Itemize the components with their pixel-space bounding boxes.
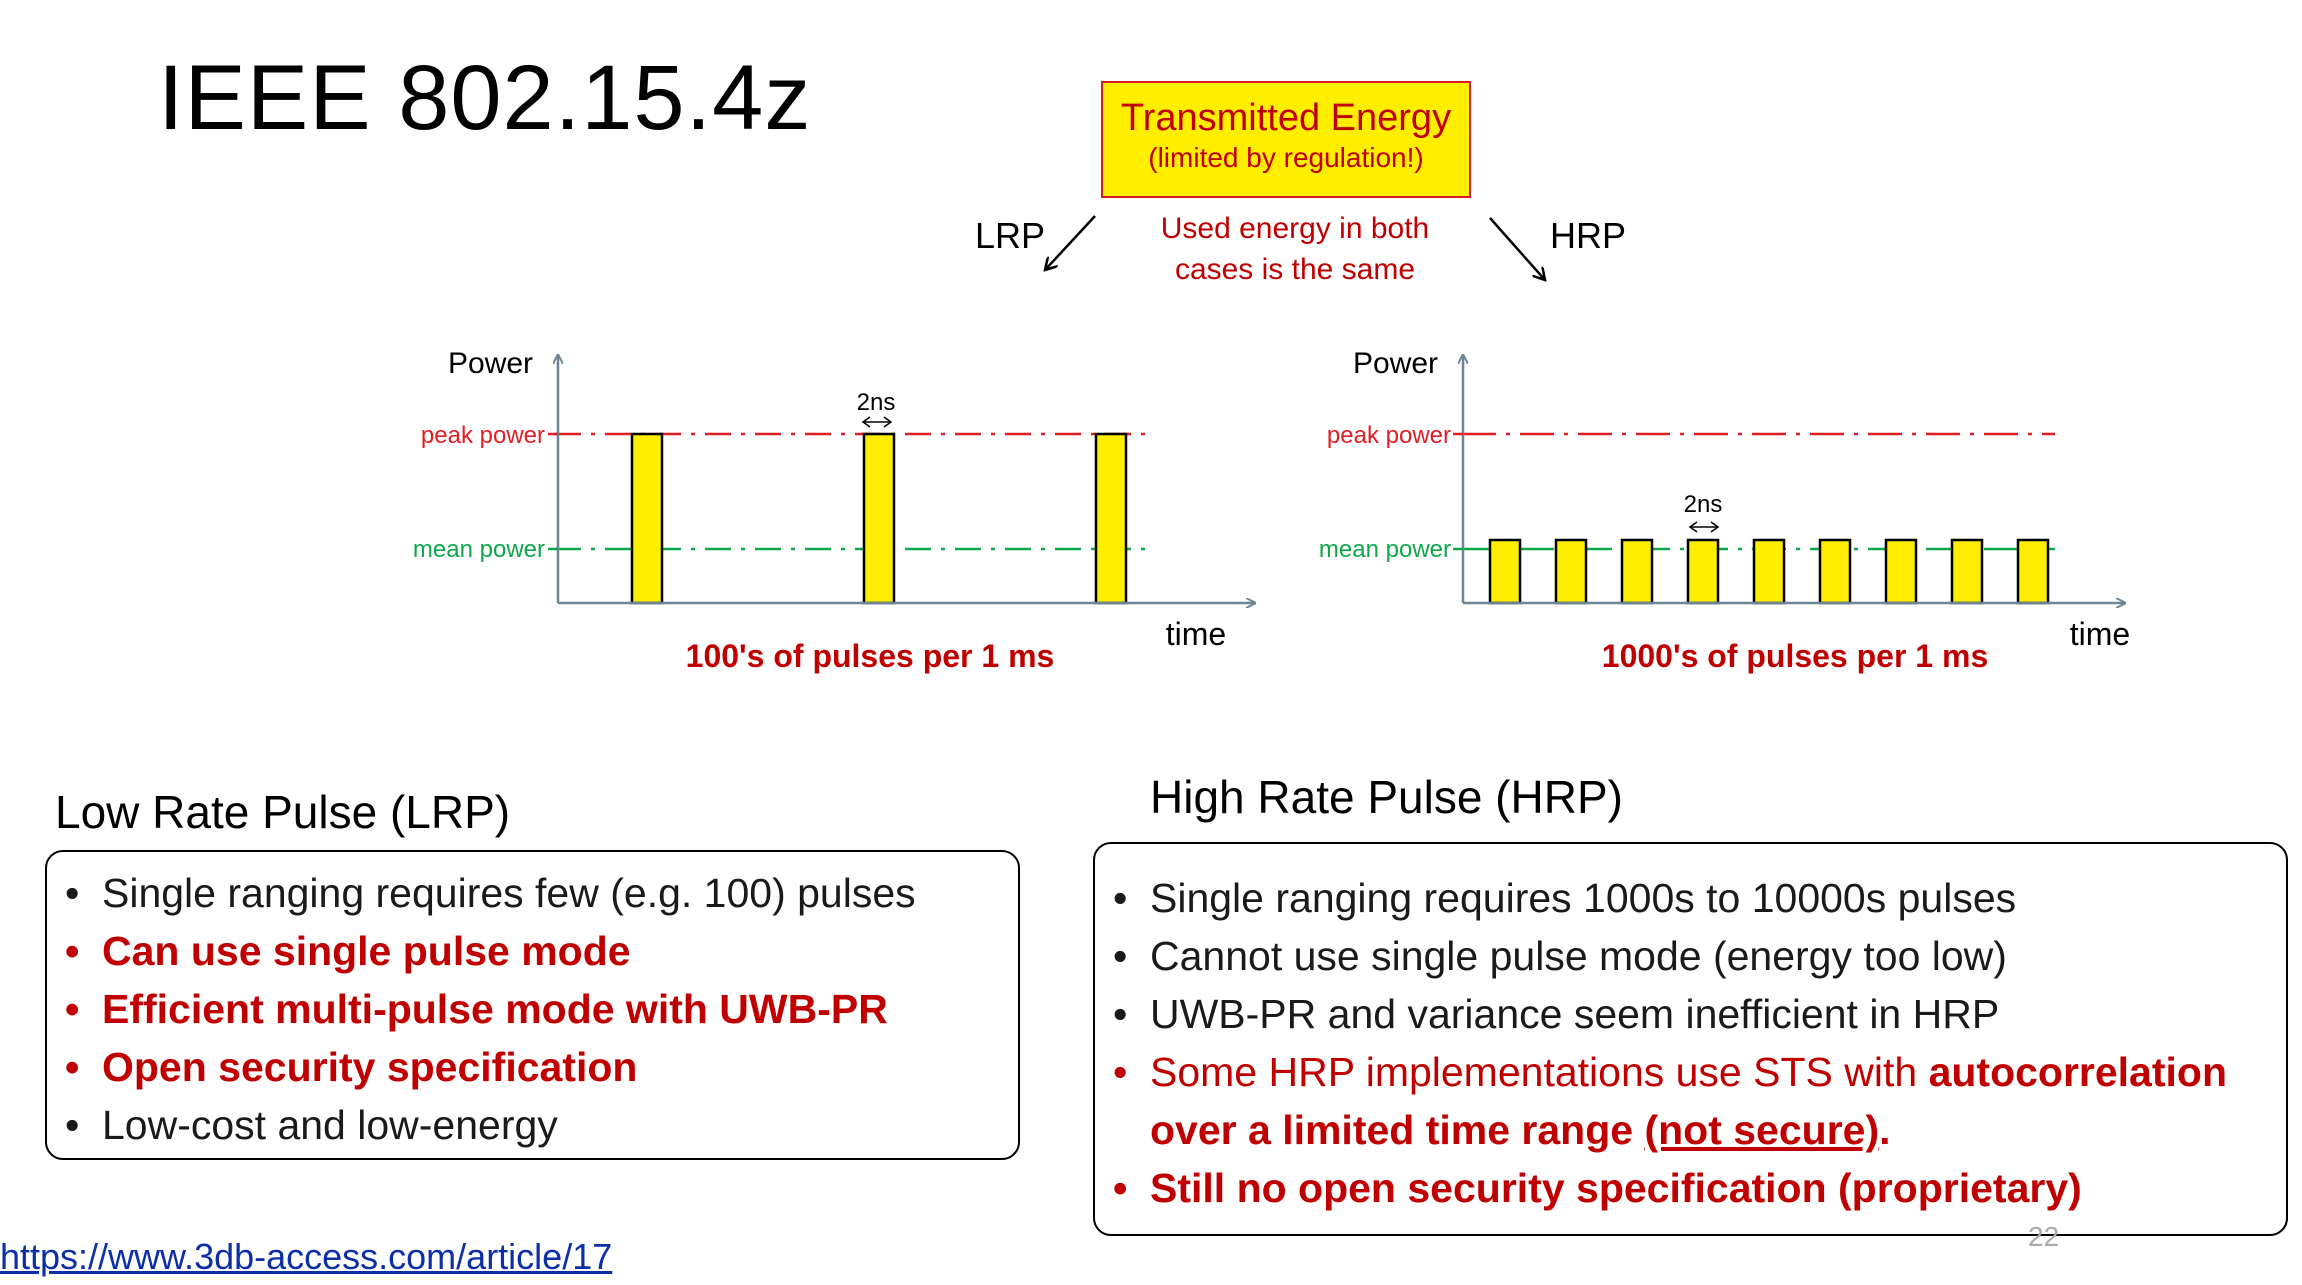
- hrp-bullet-item: Single ranging requires 1000s to 10000s …: [1095, 869, 2286, 927]
- hrp-bullet-list: Single ranging requires 1000s to 10000s …: [1095, 869, 2286, 1217]
- hrp-caption: 1000's of pulses per 1 ms: [1602, 638, 1988, 674]
- hrp-bullet-sts: Some HRP implementations use STS with au…: [1095, 1043, 2286, 1159]
- used-energy-line-2: cases is the same: [1174, 253, 1416, 286]
- hrp-y-label: Power: [1353, 347, 1438, 380]
- hrp-diagram: Power peak power mean power time 2ns 100…: [1319, 347, 2130, 674]
- lrp-peak-label: peak power: [421, 422, 545, 449]
- lrp-bullet-item: Open security specification: [47, 1038, 1018, 1096]
- lrp-pulse: [630, 432, 664, 605]
- hrp-mean-label: mean power: [1319, 536, 1451, 563]
- lrp-bullet-box: Single ranging requires few (e.g. 100) p…: [45, 850, 1020, 1160]
- hrp-pulse: [1554, 538, 1588, 605]
- hrp-bullet-proprietary: Still no open security specification (pr…: [1095, 1159, 2286, 1217]
- lrp-arrow-label: LRP: [975, 215, 1046, 256]
- hrp-pulse: [1818, 538, 1852, 605]
- hrp-sts-part1: Some HRP implementations use STS with: [1150, 1049, 1929, 1095]
- hrp-pulse: [1686, 538, 1720, 605]
- page-number: 22: [2028, 1221, 2060, 1252]
- hrp-sts-part2: autocorrelation over a limited time rang…: [1150, 1049, 2227, 1153]
- hrp-pulses: [1488, 538, 2050, 605]
- used-energy-line-1: Used energy in both: [1160, 212, 1430, 245]
- lrp-diagram: Power peak power mean power time 2ns 100…: [413, 347, 1255, 674]
- hrp-pulse: [1950, 538, 1984, 605]
- hrp-pulse: [1488, 538, 1522, 605]
- energy-box-title: Transmitted Energy: [1120, 97, 1452, 139]
- hrp-direction-arrow: [1489, 217, 1545, 280]
- hrp-sts-not-secure: (not secure): [1644, 1107, 1880, 1153]
- hrp-bullet-item: UWB-PR and variance seem inefficient in …: [1095, 985, 2286, 1043]
- slide-title: IEEE 802.15.4z: [158, 47, 812, 149]
- hrp-pulse: [1752, 538, 1786, 605]
- lrp-width-arrow: [861, 416, 893, 428]
- hrp-pulse: [1620, 538, 1654, 605]
- lrp-section-title: Low Rate Pulse (LRP): [55, 786, 511, 838]
- hrp-pulse: [1884, 538, 1918, 605]
- hrp-x-label: time: [2070, 616, 2130, 652]
- lrp-bullet-item: Can use single pulse mode: [47, 922, 1018, 980]
- lrp-width-label: 2ns: [857, 389, 896, 416]
- hrp-pulse: [2016, 538, 2050, 605]
- hrp-width-label: 2ns: [1684, 491, 1723, 518]
- lrp-x-label: time: [1166, 616, 1226, 652]
- hrp-bullet-item: Cannot use single pulse mode (energy too…: [1095, 927, 2286, 985]
- lrp-bullet-item: Efficient multi-pulse mode with UWB-PR: [47, 980, 1018, 1038]
- hrp-section-title: High Rate Pulse (HRP): [1150, 771, 1623, 823]
- lrp-pulse: [1094, 432, 1128, 605]
- lrp-caption: 100's of pulses per 1 ms: [686, 638, 1055, 674]
- energy-box-subtitle: (limited by regulation!): [1148, 142, 1424, 173]
- lrp-pulse: [862, 432, 896, 605]
- hrp-arrow-label: HRP: [1550, 215, 1627, 256]
- used-energy-note: Used energy in both cases is the same: [1110, 208, 1480, 290]
- hrp-peak-label: peak power: [1327, 422, 1451, 449]
- lrp-bullet-item: Single ranging requires few (e.g. 100) p…: [47, 864, 1018, 922]
- lrp-bullet-item: Low-cost and low-energy: [47, 1096, 1018, 1154]
- pulse-diagrams: Power peak power mean power time 2ns 100…: [413, 215, 2130, 674]
- hrp-bullet-box: Single ranging requires 1000s to 10000s …: [1093, 842, 2288, 1236]
- transmitted-energy-box: Transmitted Energy (limited by regulatio…: [1101, 81, 1471, 198]
- lrp-direction-arrow: [1045, 215, 1096, 270]
- source-link[interactable]: https://www.3db-access.com/article/17: [0, 1236, 613, 1277]
- lrp-pulses: [630, 432, 1128, 605]
- lrp-bullet-list: Single ranging requires few (e.g. 100) p…: [47, 864, 1018, 1154]
- lrp-mean-label: mean power: [413, 536, 545, 563]
- hrp-width-arrow: [1688, 521, 1720, 533]
- lrp-y-label: Power: [448, 347, 533, 380]
- hrp-sts-part4: .: [1879, 1107, 1891, 1153]
